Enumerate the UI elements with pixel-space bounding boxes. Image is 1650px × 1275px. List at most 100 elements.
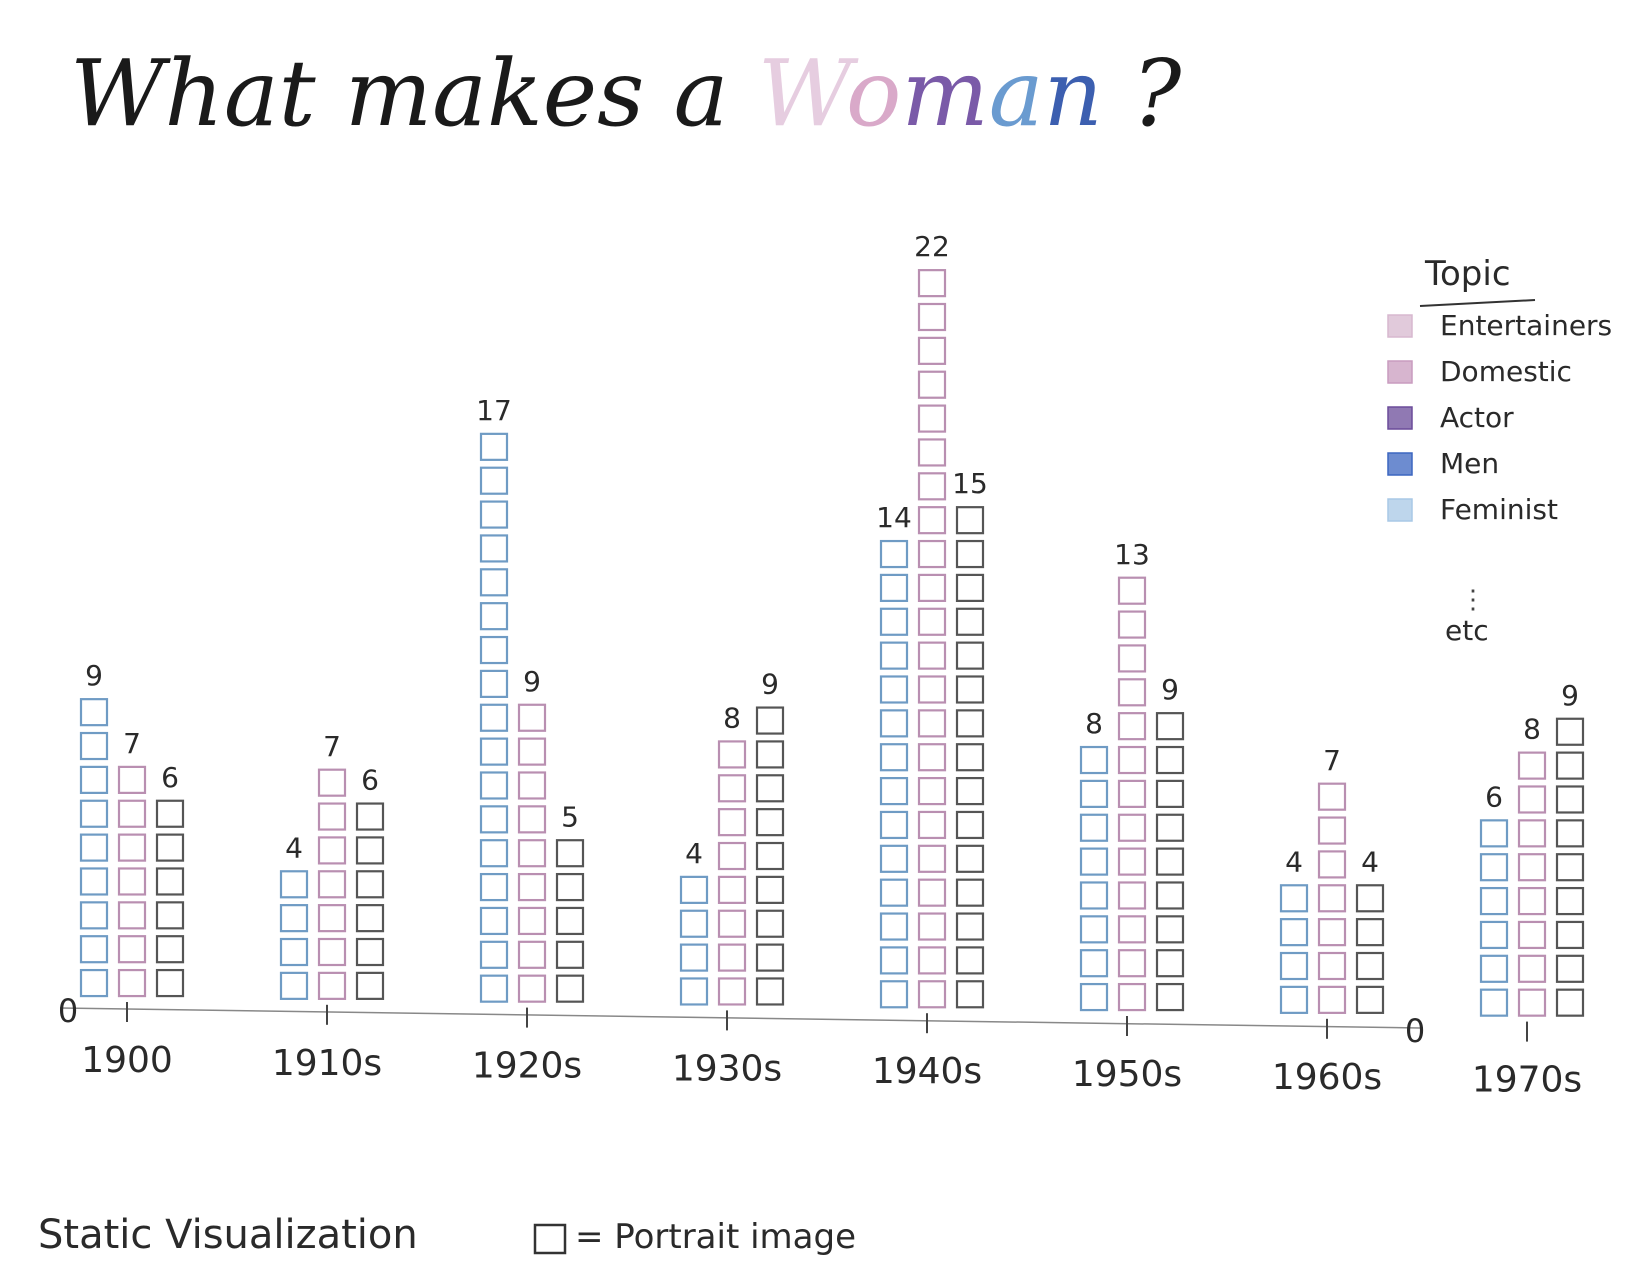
data-label: 6 (1485, 780, 1503, 813)
portrait-cell (79, 765, 109, 794)
x-tick-label: 1920s (472, 1046, 582, 1087)
portrait-cell (117, 765, 147, 794)
portrait-cell (479, 500, 509, 529)
portrait-cell (1355, 951, 1385, 981)
portrait-cell (879, 776, 909, 806)
data-label: 22 (914, 230, 950, 263)
portrait-cell (1155, 847, 1185, 876)
data-label: 4 (1361, 845, 1379, 878)
legend-label: Men (1440, 447, 1499, 480)
portrait-cell (1079, 949, 1109, 978)
portrait-cell (1279, 918, 1309, 947)
portrait-cell (717, 909, 747, 938)
portrait-cell (155, 935, 185, 964)
legend-heading-underline (1419, 299, 1536, 307)
portrait-cell (355, 937, 385, 967)
portrait-cell (155, 833, 185, 862)
title-highlight-1: o (846, 40, 901, 147)
footer-icon-label: = Portrait image (575, 1217, 856, 1257)
x-axis-line (59, 1007, 1421, 1029)
portrait-cell (879, 641, 909, 670)
portrait-cell (955, 539, 985, 569)
portrait-cell (1555, 920, 1585, 950)
portrait-cell (717, 841, 747, 871)
portrait-cell (955, 810, 985, 840)
portrait-cell (1355, 884, 1385, 913)
portrait-cell (917, 776, 947, 806)
portrait-cell (1117, 847, 1147, 876)
legend-heading: Topic (1424, 254, 1511, 294)
portrait-cell (155, 799, 185, 828)
portrait-cell (955, 912, 985, 941)
plot-area: 19009761910s4761920s17951930s4891940s142… (58, 230, 1585, 1101)
portrait-cell (879, 980, 909, 1009)
portrait-cell (917, 607, 947, 636)
portrait-cell (1117, 915, 1147, 944)
portrait-cell (879, 709, 909, 738)
portrait-cell (1079, 881, 1109, 910)
portrait-cell (355, 870, 385, 899)
portrait-cell (1155, 881, 1185, 910)
data-label: 4 (285, 831, 303, 864)
data-label: 8 (723, 701, 741, 734)
portrait-cell (517, 737, 547, 766)
portrait-cell (1079, 915, 1109, 944)
portrait-cell (879, 878, 909, 907)
portrait-cell (479, 669, 509, 698)
portrait-cell (1479, 853, 1509, 882)
portrait-cell (555, 974, 585, 1003)
portrait-cell (1155, 813, 1185, 842)
x-tick-label: 1970s (1472, 1060, 1582, 1101)
portrait-cell (1555, 785, 1585, 814)
portrait-cell (917, 506, 947, 535)
portrait-cell (755, 875, 785, 904)
portrait-cell (917, 810, 947, 840)
portrait-cell (917, 946, 947, 975)
legend-label: Domestic (1440, 355, 1572, 388)
portrait-cell (917, 539, 947, 569)
portrait-cell (1117, 779, 1147, 808)
title-prefix: What makes a (70, 40, 758, 147)
portrait-cell (1279, 985, 1309, 1014)
portrait-cell (79, 968, 109, 998)
legend-swatch (1387, 360, 1413, 384)
portrait-cell (1117, 745, 1147, 775)
portrait-cell (917, 573, 947, 603)
portrait-cell (1317, 850, 1347, 879)
portrait-cell (755, 909, 785, 938)
portrait-cell (917, 302, 947, 332)
title-highlight-3: a (989, 40, 1044, 147)
legend-swatch (1387, 406, 1413, 430)
portrait-cell (917, 878, 947, 907)
data-label: 5 (561, 800, 579, 833)
data-label: 9 (523, 665, 541, 698)
portrait-cell (155, 901, 185, 930)
portrait-cell (955, 776, 985, 806)
portrait-cell (1517, 886, 1547, 916)
data-label: 13 (1114, 538, 1150, 571)
title-suffix: ? (1103, 40, 1182, 147)
portrait-cell (79, 731, 109, 761)
portrait-cell (717, 774, 747, 803)
portrait-cell (355, 971, 385, 1000)
legend-swatch (1387, 452, 1413, 476)
portrait-cell (479, 872, 509, 902)
portrait-cell (317, 768, 347, 797)
portrait-cell (755, 841, 785, 871)
portrait-cell (955, 743, 985, 772)
legend-label: Feminist (1440, 493, 1558, 526)
portrait-cell (479, 940, 509, 969)
axis-zero-label: 0 (1405, 1012, 1425, 1050)
portrait-cell (955, 506, 985, 535)
portrait-cell (717, 943, 747, 972)
portrait-cell (1479, 920, 1509, 950)
data-label: 9 (85, 659, 103, 692)
portrait-cell (479, 839, 509, 868)
portrait-cell (1279, 951, 1309, 981)
portrait-cell (917, 336, 947, 365)
legend-ellipsis: ⋮ (1460, 585, 1486, 615)
portrait-cell (1155, 915, 1185, 944)
portrait-cell (1079, 813, 1109, 842)
data-label: 7 (123, 727, 141, 760)
portrait-cell (1079, 847, 1109, 876)
